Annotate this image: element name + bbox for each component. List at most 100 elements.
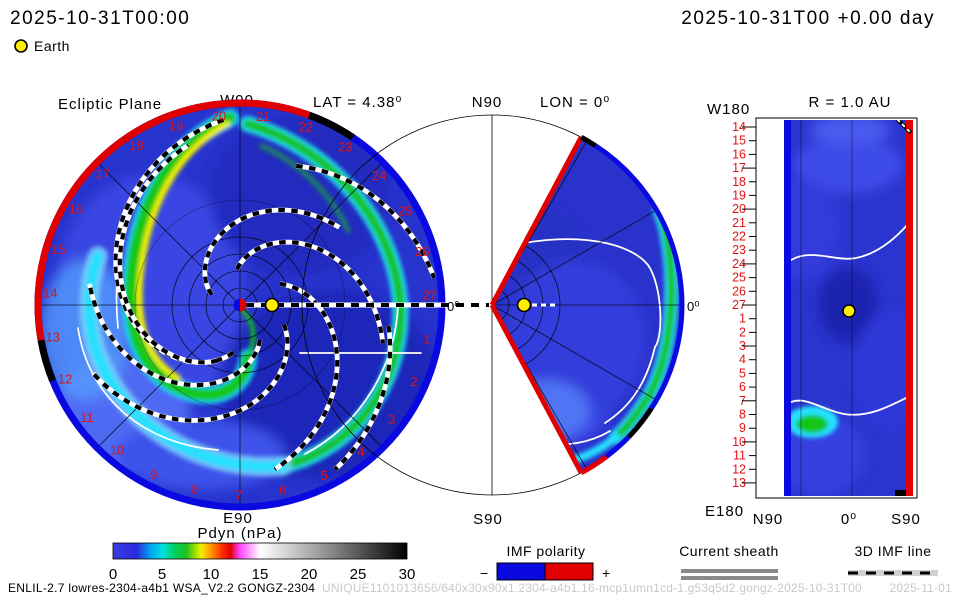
map-day-label: 8 <box>739 408 746 422</box>
day-label: 3 <box>388 412 395 427</box>
day-label: 4 <box>358 444 365 459</box>
earth-dot-meridian <box>516 297 532 313</box>
wedge-boundaries <box>489 134 685 476</box>
left-zero-degree-label: 0⁰ <box>447 299 459 314</box>
map-day-label: 19 <box>732 188 746 202</box>
day-label: 13 <box>45 329 59 344</box>
mid-panel-lon-label: LON = 0⁰ <box>540 94 610 111</box>
day-label: 21 <box>256 109 270 124</box>
sun-dot-negative-half <box>233 298 240 312</box>
map-latitude-label: 0⁰ <box>841 511 857 528</box>
map-latitude-label: S90 <box>891 511 921 528</box>
left-panel-e90-label: E90 <box>223 510 253 527</box>
colorbar-tick-label: 25 <box>350 566 367 583</box>
day-label: 10 <box>110 442 124 457</box>
day-label: 12 <box>58 372 72 387</box>
map-day-label: 26 <box>732 284 746 298</box>
earth-legend-label: Earth <box>34 38 70 54</box>
map-day-label: 1 <box>739 312 746 326</box>
imf-positive-swatch <box>544 562 594 581</box>
map-day-label: 5 <box>739 366 746 380</box>
left-panel-title: Ecliptic Plane <box>58 96 162 113</box>
map-day-label: 23 <box>732 243 746 257</box>
right-panel-w180-label: W180 <box>707 101 750 118</box>
latitude-time-heatmap <box>784 120 913 496</box>
day-label: 27 <box>422 288 436 303</box>
timestamp-left: 2025-10-31T00:00 <box>10 8 190 29</box>
day-label: 23 <box>338 139 352 154</box>
colorbar-tick-label: 20 <box>301 566 318 583</box>
sun-dot-positive-half <box>240 298 247 312</box>
run-id-text: UNIQUE1101013656/640x30x90x1.2304-a4b1.1… <box>322 581 862 595</box>
map-latitude-label: N90 <box>753 511 784 528</box>
timestamp-right: 2025-10-31T00 +0.00 day <box>681 8 935 29</box>
map-day-label: 16 <box>732 147 746 161</box>
day-label: 9 <box>150 467 157 482</box>
polarity-stripe-positive <box>906 120 913 496</box>
map-day-label: 17 <box>732 161 746 175</box>
imf-legend-title: IMF polarity <box>506 543 585 559</box>
mid-panel-s90-label: S90 <box>473 511 503 528</box>
map-day-label: 11 <box>733 449 746 463</box>
creation-date-text: 2025-11-01 <box>890 581 953 595</box>
map-day-label: 22 <box>732 230 746 244</box>
sheath-swatch-bottom <box>681 576 778 580</box>
day-label: 2 <box>410 374 417 389</box>
colorbar-tick-label: 5 <box>158 566 166 583</box>
map-day-label: 14 <box>732 120 746 134</box>
day-label: 1 <box>423 332 430 347</box>
colorbar-tick-label: 0 <box>109 566 117 583</box>
left-panel-lat-label: LAT = 4.38⁰ <box>313 94 402 111</box>
day-label: 6 <box>279 483 286 498</box>
earth-legend-icon <box>14 39 28 53</box>
ecliptic-heatmap <box>40 105 440 505</box>
colorbar-ticks: 0 5 10 15 20 25 30 <box>109 566 416 583</box>
colorbar <box>112 542 408 560</box>
map-day-label: 21 <box>732 216 746 230</box>
current-sheath-lines-left <box>77 207 422 455</box>
colorbar-title: Pdyn (nPa) <box>197 525 282 542</box>
right-panel-lat-axis: N90 0⁰ S90 <box>753 511 921 528</box>
imf-negative-swatch <box>496 562 546 581</box>
day-label: 18 <box>129 138 143 153</box>
imf-spiral-lines <box>87 117 437 472</box>
mid-panel-n90-label: N90 <box>472 94 503 111</box>
day-label: 7 <box>235 488 242 503</box>
colorbar-tick-label: 15 <box>252 566 269 583</box>
earth-dot-map <box>842 304 856 318</box>
right-panel-day-axis: 1415161718192021222324252627123456789101… <box>732 120 756 490</box>
earth-dot-ecliptic <box>264 297 280 313</box>
right-panel-title: R = 1.0 AU <box>809 94 892 111</box>
map-day-label: 13 <box>732 476 746 490</box>
map-day-label: 20 <box>732 202 746 216</box>
day-label: 25 <box>398 204 412 219</box>
imf-plus-sign: + <box>602 565 611 581</box>
colorbar-tick-label: 30 <box>399 566 416 583</box>
day-label: 16 <box>69 202 83 217</box>
day-label: 17 <box>95 166 109 181</box>
day-label: 26 <box>415 244 429 259</box>
day-label: 24 <box>372 168 386 183</box>
day-label: 8 <box>191 482 198 497</box>
day-label: 19 <box>169 119 183 134</box>
day-label: 11 <box>80 410 94 425</box>
mid-zero-degree-label: 0⁰ <box>687 299 699 314</box>
model-version-text: ENLIL-2.7 lowres-2304-a4b1 WSA_V2.2 GONG… <box>8 581 315 595</box>
imfline-legend-title: 3D IMF line <box>854 543 931 559</box>
map-day-label: 15 <box>732 134 746 148</box>
map-day-label: 10 <box>732 435 746 449</box>
polarity-stripe-negative <box>784 120 791 496</box>
map-day-label: 12 <box>732 462 746 476</box>
right-panel-e180-label: E180 <box>705 503 744 520</box>
map-day-label: 2 <box>739 325 746 339</box>
day-label: 14 <box>43 285 57 300</box>
map-day-label: 27 <box>732 298 746 312</box>
current-sheath-lines-right <box>790 223 911 416</box>
sheath-legend-title: Current sheath <box>679 543 779 559</box>
map-day-label: 4 <box>739 353 746 367</box>
map-day-label: 18 <box>732 175 746 189</box>
sheath-swatch-top <box>681 569 778 573</box>
